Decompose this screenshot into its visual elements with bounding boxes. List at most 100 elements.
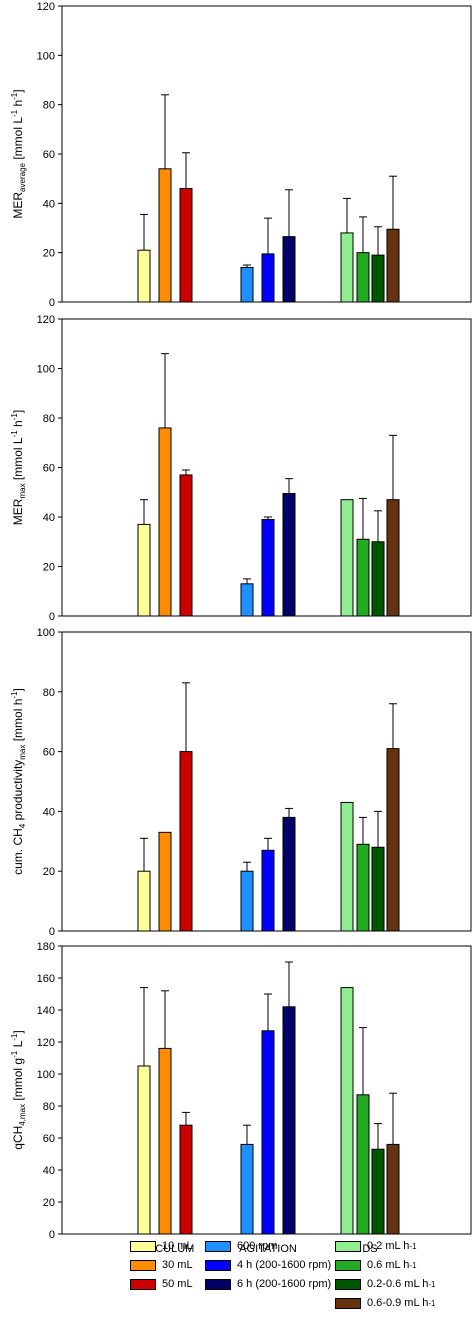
bar-3 [179,188,193,303]
bar-9 [371,846,385,932]
legend-item-50ml: 50 mL [130,1277,193,1291]
bar-9 [371,1148,385,1235]
bar-1 [137,870,151,932]
bar-5 [261,518,275,617]
bar-10 [386,748,400,932]
bar-3 [179,751,193,932]
legend-item-0.2: 0.2 mL h -1 [335,1239,417,1253]
y-label-main: MER [11,192,25,219]
legend-label-sup: -1 [409,1260,417,1270]
legend-item-10ml: 10 mL [130,1239,193,1253]
y-label-sup2: -1 [10,413,19,421]
bar-10 [386,1143,400,1235]
y-axis-label: MERmax [mmol L-1 h-1] [10,410,27,525]
legend-label: 0.6-0.9 mL h [367,1297,429,1309]
y-tick-label: 60 [43,1133,55,1145]
y-tick-label: 100 [37,627,55,639]
y-label-rest: productivity [11,760,25,824]
y-label-end: ] [11,89,25,92]
bar-9 [371,254,385,303]
legend-label-sup: -1 [428,1279,436,1289]
y-tick-label: 120 [37,314,55,326]
legend-label: 0.6 mL h [367,1259,410,1271]
bar-2 [158,831,172,932]
bar-2 [158,168,172,303]
legend-label: 10 mL [162,1240,193,1252]
legend-swatch [205,1240,231,1252]
y-tick-label: 180 [37,941,55,953]
legend-swatch [130,1278,156,1290]
bar-5 [261,849,275,932]
y-label-main: MER [11,498,25,525]
legend-item-6h: 6 h (200-1600 rpm) [205,1277,331,1291]
legend-label: 600 rpm [237,1240,278,1252]
bar-10 [386,228,400,303]
legend-label: 0.2 mL h [367,1240,410,1252]
legend-swatch [335,1259,361,1271]
y-tick-label: 0 [49,297,55,309]
y-label-end: ] [11,688,25,691]
bar-9 [371,541,385,617]
y-label-mid: h [11,100,25,110]
y-label-sup2: -1 [10,1033,19,1041]
y-tick-label: 100 [37,1069,55,1081]
y-tick-label: 20 [43,866,55,878]
bar-7 [340,232,354,303]
y-tick-label: 160 [37,973,55,985]
y-tick-label: 40 [43,806,55,818]
legend-item-30ml: 30 mL [130,1258,193,1272]
bar-2 [158,427,172,617]
bar-7 [340,987,354,1235]
legend: 10 mL 30 mL 50 mL 600 rpm 4 h (200-1600 … [130,1239,460,1319]
y-label-main: cum. CH [11,828,25,875]
y-tick-label: 100 [37,364,55,376]
y-label-main: qCH [11,1126,25,1150]
y-tick-label: 60 [43,463,55,475]
legend-label: 6 h (200-1600 rpm) [237,1278,332,1290]
legend-item-4h: 4 h (200-1600 rpm) [205,1258,331,1272]
legend-label: 0.2-0.6 mL h [367,1278,429,1290]
y-label-rest: [mmol L [11,437,25,483]
bar-7 [340,499,354,617]
bar-5 [261,1030,275,1235]
y-tick-label: 40 [43,198,55,210]
legend-swatch [130,1240,156,1252]
legend-label: 30 mL [162,1259,193,1271]
bar-8 [356,843,370,932]
y-label-sub: average [18,162,27,191]
bar-3 [179,474,193,617]
y-label-end: ] [11,410,25,413]
y-tick-label: 100 [37,50,55,62]
bar-6 [282,1006,296,1235]
y-tick-label: 120 [37,1,55,13]
bar-4 [240,870,254,932]
y-tick-label: 40 [43,512,55,524]
bar-1 [137,523,151,617]
y-axis-label: MERaverage [mmol L-1 h-1] [10,89,27,218]
legend-swatch [335,1240,361,1252]
legend-item-0.2-0.6: 0.2-0.6 mL h -1 [335,1277,435,1291]
y-tick-label: 120 [37,1037,55,1049]
bar-10 [386,499,400,617]
y-label-sub: 4 [18,823,27,828]
y-label-sub: max [18,483,27,498]
y-label-mid: [mmol h [11,699,25,745]
y-label-sup1: -1 [10,1050,19,1058]
y-tick-label: 60 [43,747,55,759]
y-label-rest: [mmol L [11,117,25,163]
y-label-mid: L [11,1040,25,1050]
y-label-sup2: -1 [10,92,19,100]
bar-8 [356,538,370,617]
y-label-sup1: -1 [10,430,19,438]
x-group-label-agitation: AGITATION [239,1243,297,1255]
y-label-rest: [mmol g [11,1058,25,1104]
bar-8 [356,1094,370,1235]
legend-label: 50 mL [162,1278,193,1290]
legend-label-sup: -1 [428,1298,436,1308]
y-tick-label: 80 [43,687,55,699]
bar-1 [137,249,151,303]
bar-6 [282,492,296,617]
y-tick-label: 140 [37,1005,55,1017]
